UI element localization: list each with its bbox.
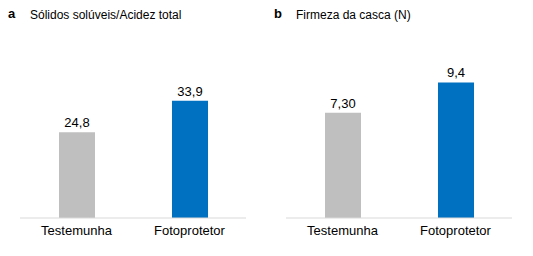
svg-text:Testemunha: Testemunha [307,223,379,238]
html-text:Firmeza da casca (N): Firmeza da casca (N) [296,8,411,22]
svg-text:33,9: 33,9 [177,84,202,99]
svg-text:Fotoprotetor: Fotoprotetor [154,223,225,238]
svg-text:Fotoprotetor: Fotoprotetor [420,223,491,238]
svg-text:24,8: 24,8 [64,115,89,130]
html-text:Sólidos solúveis/Acidez total: Sólidos solúveis/Acidez total [30,8,182,22]
html-text:a: a [8,6,16,21]
html-text:b: b [274,6,282,21]
svg-text:9,4: 9,4 [447,65,465,80]
svg-text:7,30: 7,30 [330,96,355,111]
svg-text:Testemunha: Testemunha [41,223,113,238]
